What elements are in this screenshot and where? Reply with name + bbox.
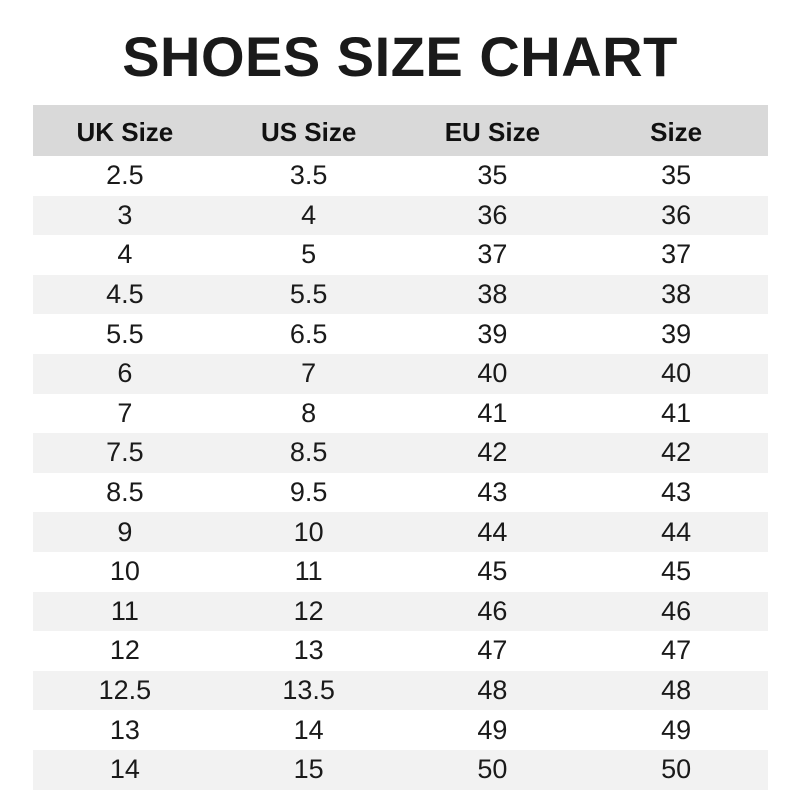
cell-size: 39 xyxy=(661,318,692,349)
cell-eu-size: 47 xyxy=(477,635,508,666)
cell-eu-size: 43 xyxy=(477,477,508,508)
table-row: 12 13 47 47 xyxy=(33,631,768,671)
cell-uk-size: 8.5 xyxy=(106,477,144,508)
cell-uk-size: 6 xyxy=(33,353,217,394)
cell-size: 36 xyxy=(584,195,768,236)
cell-size: 45 xyxy=(661,556,692,587)
cell-size: 44 xyxy=(584,512,768,552)
table-row: 10 11 45 45 xyxy=(33,552,768,592)
cell-us-size: 14 xyxy=(293,714,324,745)
cell-us-size: 13 xyxy=(293,635,324,666)
cell-eu-size: 39 xyxy=(477,318,508,349)
table-row: 2.5 3.5 35 35 xyxy=(33,156,768,196)
cell-size: 46 xyxy=(584,591,768,632)
cell-size: 50 xyxy=(584,749,768,790)
cell-us-size: 15 xyxy=(216,749,401,790)
table-row: 7.5 8.5 42 42 xyxy=(33,433,768,473)
cell-eu-size: 44 xyxy=(400,512,585,552)
cell-eu-size: 42 xyxy=(400,433,585,473)
header-uk-size: UK Size xyxy=(33,105,217,156)
cell-eu-size: 36 xyxy=(400,195,585,236)
cell-us-size: 13.5 xyxy=(216,670,401,711)
table-row: 4.5 5.5 38 38 xyxy=(33,274,768,315)
cell-eu-size: 50 xyxy=(400,749,585,790)
cell-uk-size: 4.5 xyxy=(33,274,217,315)
size-chart-table: UK Size US Size EU Size Size 2.5 3.5 35 35 3… xyxy=(33,105,768,790)
cell-size: 41 xyxy=(661,397,692,428)
cell-eu-size: 38 xyxy=(400,274,585,315)
header-size: Size xyxy=(584,105,768,156)
table-row: 8.5 9.5 43 43 xyxy=(33,473,768,513)
cell-us-size: 11 xyxy=(294,556,323,587)
table-row: 14 15 50 50 xyxy=(33,749,768,790)
cell-eu-size: 37 xyxy=(477,239,508,270)
cell-size: 42 xyxy=(584,433,768,473)
table-row: 7 8 41 41 xyxy=(33,394,768,434)
cell-eu-size: 35 xyxy=(477,160,508,191)
table-row: 9 10 44 44 xyxy=(33,512,768,552)
cell-uk-size: 11 xyxy=(33,591,217,632)
page-title: SHOES SIZE CHART xyxy=(122,25,678,88)
header-row: UK Size US Size EU Size Size xyxy=(33,105,768,156)
cell-size: 48 xyxy=(584,670,768,711)
cell-us-size: 12 xyxy=(216,591,401,632)
cell-us-size: 10 xyxy=(216,512,401,552)
cell-size: 35 xyxy=(661,160,692,191)
table-row: 4 5 37 37 xyxy=(33,235,768,275)
table-row: 11 12 46 46 xyxy=(33,591,768,632)
cell-eu-size: 40 xyxy=(400,353,585,394)
cell-us-size: 9.5 xyxy=(289,477,328,508)
cell-uk-size: 14 xyxy=(33,749,217,790)
cell-size: 49 xyxy=(661,714,692,745)
cell-eu-size: 45 xyxy=(477,556,508,587)
cell-us-size: 3.5 xyxy=(289,160,328,191)
cell-eu-size: 49 xyxy=(477,714,508,745)
table-row: 12.5 13.5 48 48 xyxy=(33,670,768,711)
cell-size: 43 xyxy=(661,477,692,508)
table-row: 6 7 40 40 xyxy=(33,353,768,394)
cell-us-size: 8 xyxy=(301,397,317,428)
cell-size: 38 xyxy=(584,274,768,315)
cell-us-size: 4 xyxy=(216,195,401,236)
cell-uk-size: 9 xyxy=(33,512,217,552)
cell-uk-size: 7.5 xyxy=(33,433,217,473)
cell-uk-size: 3 xyxy=(33,195,217,236)
cell-uk-size: 7 xyxy=(117,397,133,428)
cell-us-size: 5 xyxy=(301,239,317,270)
cell-size: 40 xyxy=(584,353,768,394)
cell-uk-size: 2.5 xyxy=(106,160,144,191)
cell-eu-size: 41 xyxy=(477,397,508,428)
cell-us-size: 6.5 xyxy=(289,318,328,349)
table-body: 2.5 3.5 35 35 3 4 36 36 4 5 37 37 4.5 5.5 38 38 5.5 6.5 39… xyxy=(33,156,768,790)
header-us-size: US Size xyxy=(216,105,401,156)
cell-us-size: 7 xyxy=(216,353,401,394)
cell-uk-size: 10 xyxy=(109,556,140,587)
cell-size: 47 xyxy=(661,635,692,666)
cell-uk-size: 4 xyxy=(117,239,133,270)
table-row: 3 4 36 36 xyxy=(33,195,768,236)
cell-us-size: 5.5 xyxy=(216,274,401,315)
cell-eu-size: 48 xyxy=(400,670,585,711)
cell-uk-size: 12 xyxy=(109,635,140,666)
cell-uk-size: 13 xyxy=(109,714,140,745)
cell-uk-size: 5.5 xyxy=(106,318,144,349)
cell-size: 37 xyxy=(661,239,692,270)
cell-us-size: 8.5 xyxy=(216,433,401,473)
table-row: 13 14 49 49 xyxy=(33,710,768,750)
cell-uk-size: 12.5 xyxy=(33,670,217,711)
header-eu-size: EU Size xyxy=(400,105,585,156)
table-row: 5.5 6.5 39 39 xyxy=(33,314,768,354)
cell-eu-size: 46 xyxy=(400,591,585,632)
